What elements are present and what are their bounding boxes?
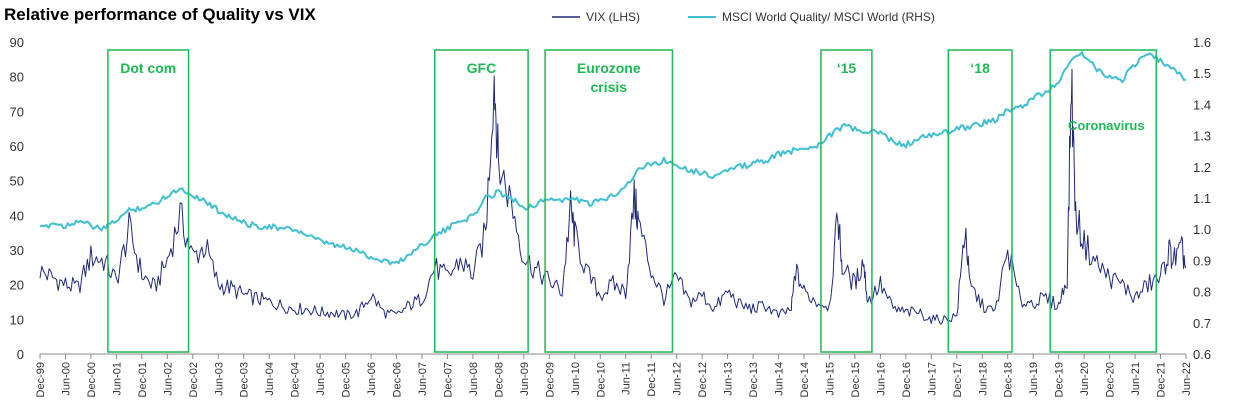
x-tick-label: Jun-12 [672,362,684,396]
right-tick-label: 0.9 [1193,253,1211,268]
x-tick-label: Dec-12 [697,362,709,397]
legend: VIX (LHS) MSCI World Quality/ MSCI World… [552,10,935,24]
x-tick-label: Dec-19 [1054,362,1066,397]
annotation-box [107,49,190,353]
x-tick-label: Jun-15 [824,362,836,396]
right-tick-label: 1.2 [1193,160,1211,175]
annotation-label: Coronavirus [1068,118,1145,133]
right-tick-label: 1.0 [1193,222,1211,237]
annotation-label: crisis [590,79,627,95]
x-tick-label: Dec-01 [137,362,149,397]
x-tick-label: Dec-02 [188,362,200,397]
legend-label-vix: VIX (LHS) [586,10,640,24]
right-tick-label: 1.1 [1193,191,1211,206]
series-line-vix [39,68,1187,325]
right-tick-label: 0.8 [1193,285,1211,300]
x-tick-label: Dec-05 [341,362,353,397]
x-tick-label: Jun-14 [774,362,786,396]
x-tick-label: Jun-10 [570,362,582,396]
x-tick-label: Jun-08 [468,362,480,396]
x-tick-label: Dec-18 [1003,362,1015,397]
left-tick-label: 10 [10,312,24,327]
right-tick-label: 0.7 [1193,316,1211,331]
left-tick-label: 90 [10,35,24,50]
annotation-box [544,49,674,353]
x-tick-label: Dec-04 [290,362,302,397]
x-tick-label: Dec-16 [901,362,913,397]
left-tick-label: 70 [10,104,24,119]
left-y-axis: 0 10 20 30 40 50 60 70 80 90 [10,35,24,362]
right-tick-label: 1.6 [1193,35,1211,50]
x-tick-label: Dec-17 [952,362,964,397]
annotation-box [947,49,1013,353]
x-tick-label: Jun-18 [977,362,989,396]
x-tick-label: Jun-05 [315,362,327,396]
annotation-box [1049,49,1158,353]
x-tick-label: Jun-19 [1028,362,1040,396]
x-tick-label: Jun-22 [1181,362,1193,396]
left-tick-label: 80 [10,70,24,85]
annotation-box [820,49,873,353]
x-tick-label: Jun-03 [213,362,225,396]
x-tick-label: Jun-13 [723,362,735,396]
annotation-label: ‘15 [837,60,857,76]
x-tick-label: Dec-99 [35,362,47,397]
x-tick-label: Jun-21 [1130,362,1142,396]
x-tick-label: Jun-06 [366,362,378,396]
left-tick-label: 50 [10,174,24,189]
x-tick-label: Dec-13 [748,362,760,397]
right-y-axis: 0.6 0.7 0.8 0.9 1.0 1.1 1.2 1.3 1.4 1.5 1.6 [1193,35,1211,362]
x-tick-label: Dec-07 [442,362,454,397]
x-tick-label: Dec-20 [1105,362,1117,397]
x-tick-label: Dec-10 [595,362,607,397]
right-tick-label: 1.4 [1193,97,1211,112]
x-tick-label: Dec-11 [646,362,658,397]
x-tick-label: Jun-01 [111,362,123,396]
series-line-quality [39,51,1187,266]
annotation-box [433,49,529,353]
x-tick-label: Jun-02 [162,362,174,396]
x-tick-label: Jun-20 [1079,362,1091,396]
x-tick-label: Jun-17 [926,362,938,396]
x-tick-label: Dec-09 [544,362,556,397]
chart-title: Relative performance of Quality vs VIX [4,5,316,24]
x-tick-label: Jun-04 [264,362,276,396]
right-tick-label: 0.6 [1193,347,1211,362]
annotation-label: GFC [467,60,497,76]
left-tick-label: 60 [10,139,24,154]
left-tick-label: 0 [17,347,24,362]
x-tick-label: Dec-00 [86,362,98,397]
legend-label-quality: MSCI World Quality/ MSCI World (RHS) [722,10,935,24]
annotation-label: ‘18 [970,60,990,76]
x-tick-label: Dec-21 [1156,362,1168,397]
x-axis: Dec-99 Jun-00 Dec-00 Jun-01 Dec-01 Jun-02 Dec-… [35,353,1193,397]
x-tick-label: Dec-14 [799,362,811,397]
annotation-label: Dot com [120,60,176,76]
annotation-layer: Dot com GFC Eurozone crisis ‘15 ‘18 Coronaviru… [107,49,1158,353]
x-tick-label: Jun-07 [417,362,429,396]
right-tick-label: 1.5 [1193,66,1211,81]
x-tick-label: Jun-00 [60,362,72,396]
annotation-label: Eurozone [577,60,641,76]
x-tick-label: Jun-16 [875,362,887,396]
left-tick-label: 20 [10,278,24,293]
series-layer [39,51,1187,325]
left-tick-label: 30 [10,243,24,258]
left-tick-label: 40 [10,208,24,223]
x-tick-label: Dec-15 [850,362,862,397]
x-tick-label: Dec-03 [239,362,251,397]
x-tick-label: Dec-06 [392,362,404,397]
x-tick-label: Jun-09 [519,362,531,396]
x-tick-label: Jun-11 [621,362,633,395]
x-tick-label: Dec-08 [493,362,505,397]
right-tick-label: 1.3 [1193,129,1211,144]
